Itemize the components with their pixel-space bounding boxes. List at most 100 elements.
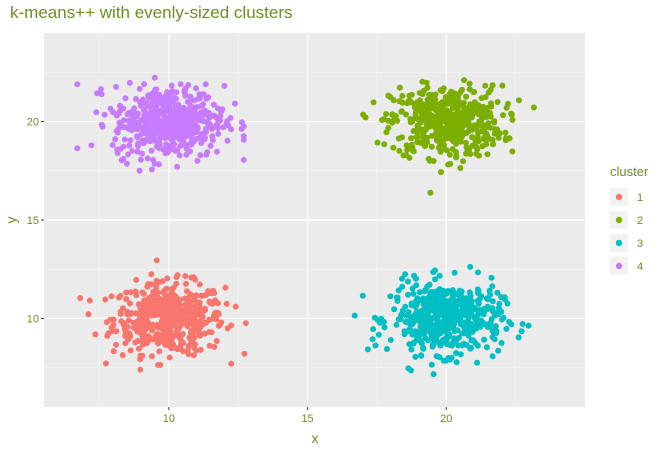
- data-point: [474, 359, 481, 366]
- data-point: [454, 311, 460, 318]
- data-point: [488, 100, 494, 107]
- data-point: [166, 319, 173, 326]
- data-point: [437, 126, 444, 133]
- data-point: [110, 348, 117, 355]
- data-point: [503, 325, 510, 332]
- data-point: [364, 346, 371, 353]
- data-point: [228, 322, 235, 329]
- data-point: [197, 117, 204, 124]
- legend-item-3: 3: [610, 234, 643, 252]
- data-point: [168, 82, 175, 89]
- data-point: [203, 129, 209, 136]
- data-point: [430, 323, 437, 330]
- data-point: [92, 331, 99, 338]
- y-tick-label: 20: [27, 117, 39, 129]
- data-point: [440, 101, 447, 107]
- data-point: [220, 124, 227, 131]
- data-point: [149, 131, 156, 138]
- data-point: [163, 145, 170, 152]
- data-point: [419, 91, 426, 97]
- data-point: [183, 125, 190, 132]
- data-point: [240, 156, 247, 163]
- data-point: [166, 354, 173, 361]
- data-point: [443, 147, 450, 154]
- data-point: [121, 136, 128, 143]
- data-point: [432, 116, 439, 123]
- data-point: [191, 334, 198, 341]
- data-point: [183, 151, 190, 158]
- data-point: [197, 134, 204, 141]
- data-point: [126, 79, 133, 86]
- data-point: [124, 308, 131, 315]
- data-point: [389, 111, 396, 118]
- data-point: [437, 145, 444, 152]
- data-point: [166, 306, 173, 313]
- data-point: [109, 142, 116, 148]
- data-point: [182, 85, 189, 92]
- data-point: [184, 321, 190, 328]
- x-tick-label: 15: [301, 413, 313, 425]
- data-point: [418, 352, 425, 359]
- data-point: [164, 89, 171, 96]
- data-points: [74, 74, 537, 378]
- data-point: [156, 161, 162, 168]
- data-point: [468, 298, 475, 304]
- data-point: [400, 152, 407, 159]
- data-point: [433, 107, 440, 114]
- data-point: [423, 79, 430, 86]
- data-point: [452, 149, 459, 155]
- data-point: [446, 356, 453, 363]
- data-point: [159, 278, 166, 285]
- data-point: [480, 126, 486, 133]
- data-point: [198, 312, 205, 319]
- data-point: [441, 297, 448, 304]
- data-point: [498, 294, 505, 300]
- data-point: [138, 117, 145, 124]
- data-point: [370, 99, 377, 106]
- data-point: [192, 292, 199, 299]
- data-point: [491, 119, 498, 126]
- data-point: [493, 328, 500, 335]
- data-point: [410, 319, 417, 326]
- data-point: [485, 89, 492, 96]
- data-point: [119, 352, 126, 359]
- data-point: [478, 95, 485, 102]
- data-point: [195, 327, 202, 334]
- data-point: [394, 294, 400, 301]
- data-point: [405, 319, 412, 326]
- data-point: [139, 318, 146, 325]
- data-point: [412, 111, 419, 118]
- data-point: [449, 132, 456, 139]
- data-point: [187, 291, 194, 298]
- data-point: [187, 98, 194, 105]
- data-point: [405, 144, 412, 151]
- data-point: [488, 274, 495, 281]
- data-point: [479, 143, 486, 150]
- data-point: [238, 125, 245, 132]
- data-point: [383, 111, 390, 117]
- data-point: [419, 312, 426, 319]
- data-point: [155, 340, 161, 347]
- data-point: [178, 121, 185, 128]
- data-point: [441, 328, 448, 334]
- data-point: [141, 81, 148, 88]
- data-point: [206, 342, 213, 349]
- data-point: [426, 110, 433, 117]
- data-point: [421, 330, 427, 337]
- data-point: [136, 313, 143, 319]
- data-point: [458, 126, 465, 133]
- data-point: [473, 150, 480, 157]
- data-point: [224, 118, 231, 125]
- data-point: [433, 288, 440, 295]
- data-point: [407, 119, 414, 126]
- data-point: [167, 132, 174, 139]
- data-point: [481, 106, 488, 113]
- y-axis-title: y: [3, 217, 19, 224]
- data-point: [217, 321, 224, 328]
- data-point: [74, 81, 81, 88]
- data-point: [427, 189, 434, 196]
- data-point: [444, 304, 450, 311]
- data-point: [408, 302, 415, 309]
- data-point: [433, 313, 440, 320]
